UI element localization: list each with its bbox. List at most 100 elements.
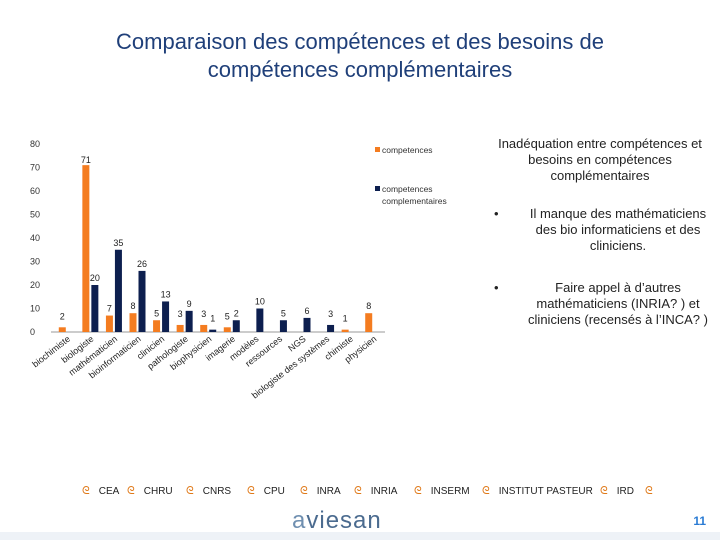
legend-swatch-competences (375, 147, 380, 152)
y-tick-label: 70 (30, 163, 40, 173)
logo-cpu: ᘓ CPU (247, 485, 285, 498)
data-label: 9 (187, 299, 192, 309)
swirl-icon: ᘓ (127, 485, 135, 497)
swirl-icon: ᘓ (645, 485, 653, 497)
legend-swatch-complementaires (375, 186, 380, 191)
logo-cea: ᘓ CEA (82, 485, 119, 498)
y-tick-label: 80 (30, 139, 40, 149)
y-tick-label: 40 (30, 233, 40, 243)
bar (58, 327, 66, 332)
bar (153, 320, 161, 332)
data-label: 3 (201, 309, 206, 319)
data-label: 2 (60, 311, 65, 321)
bullet-item: • Il manque des mathématiciens des bio i… (488, 206, 712, 254)
bar (82, 165, 90, 332)
logo-label: INSTITUT PASTEUR (498, 486, 593, 497)
data-label: 5 (154, 308, 159, 318)
bar (185, 310, 193, 332)
legend-label-complementaires-2: complementaires (382, 196, 447, 206)
swirl-icon: ᘓ (414, 485, 422, 497)
data-label: 1 (210, 314, 215, 324)
data-label: 71 (81, 155, 91, 165)
logo-inserm: ᘓ INSERM (414, 485, 470, 498)
brand-rest: viesan (306, 507, 382, 534)
logo-chru: ᘓ CHRU (127, 485, 173, 498)
bar (91, 285, 99, 332)
data-label: 5 (225, 311, 230, 321)
bar (223, 327, 231, 332)
logo-label: INRA (316, 486, 341, 497)
side-heading: Inadéquation entre compétences et besoin… (498, 136, 702, 183)
swirl-icon: ᘓ (600, 485, 608, 497)
brand-prefix: a (292, 507, 307, 534)
bar (176, 324, 184, 332)
bar (209, 329, 217, 332)
swirl-icon: ᘓ (482, 485, 490, 497)
data-label: 2 (234, 308, 239, 318)
data-label: 3 (328, 309, 333, 319)
data-label: 26 (137, 259, 147, 269)
data-label: 10 (255, 297, 265, 307)
bullet-symbol: • (494, 206, 499, 221)
logo-label: CEA (98, 486, 120, 497)
title-line-1: Comparaison des compétences et des besoi… (116, 29, 604, 54)
bar (232, 320, 240, 332)
logo-label: IRD (616, 486, 634, 497)
logo-cnrs: ᘓ CNRS (186, 485, 231, 498)
data-label: 5 (281, 308, 286, 318)
data-label: 8 (366, 301, 371, 311)
data-label: 13 (161, 289, 171, 299)
legend-label-complementaires: competences (382, 184, 433, 194)
swirl-icon: ᘓ (354, 485, 362, 497)
legend-label-competences: competences (382, 145, 433, 155)
logo-label: INSERM (430, 486, 470, 497)
logo-inra: ᘓ INRA (300, 485, 341, 498)
logo-inria: ᘓ INRIA (354, 485, 397, 498)
swirl-icon: ᘓ (186, 485, 194, 497)
footer-band (0, 532, 720, 540)
bar (129, 313, 137, 332)
data-label: 6 (304, 306, 309, 316)
bar (341, 329, 349, 332)
data-label: 35 (113, 238, 123, 248)
bar (114, 249, 122, 332)
y-tick-label: 0 (30, 327, 35, 337)
slide-title: Comparaison des compétences et des besoi… (40, 28, 680, 84)
y-tick-label: 10 (30, 304, 40, 314)
bar (327, 324, 335, 332)
bullet-symbol: • (494, 280, 499, 295)
swirl-icon: ᘓ (247, 485, 255, 497)
data-label: 3 (178, 309, 183, 319)
logo-label: CNRS (202, 486, 232, 497)
data-label: 1 (343, 314, 348, 324)
swirl-icon: ᘓ (82, 485, 90, 497)
logo-institut-pasteur: ᘓ INSTITUT PASTEUR (482, 485, 593, 498)
data-label: 7 (107, 304, 112, 314)
bar (200, 324, 208, 332)
y-tick-label: 20 (30, 280, 40, 290)
data-label: 20 (90, 273, 100, 283)
bullet-item: • Faire appel à d’autres mathématiciens … (488, 280, 712, 328)
bar (303, 317, 311, 332)
bar (256, 308, 264, 332)
aviesan-logo: aviesan (292, 507, 382, 535)
bar (162, 301, 170, 332)
logo-label: CPU (263, 486, 285, 497)
logo-ird: ᘓ IRD (600, 485, 634, 498)
logo-label: CHRU (143, 486, 173, 497)
bullet-text: Il manque des mathématiciens des bio inf… (529, 206, 707, 253)
swirl-icon: ᘓ (300, 485, 308, 497)
data-label: 8 (130, 301, 135, 311)
bullet-text: Faire appel à d’autres mathématiciens (I… (528, 280, 708, 327)
bar (105, 315, 113, 332)
bar (279, 320, 287, 332)
partner-logos: ᘓ CEA ᘓ CHRU ᘓ CNRS ᘓ CPU ᘓ INRA ᘓ INRIA ᘓ INSE… (0, 485, 720, 501)
logo-label: INRIA (370, 486, 398, 497)
bar (365, 313, 373, 332)
y-tick-label: 30 (30, 257, 40, 267)
side-panel: Inadéquation entre compétences et besoin… (488, 136, 712, 354)
title-line-2: compétences complémentaires (207, 57, 513, 82)
page-number: 11 (693, 514, 706, 528)
y-tick-label: 50 (30, 210, 40, 220)
